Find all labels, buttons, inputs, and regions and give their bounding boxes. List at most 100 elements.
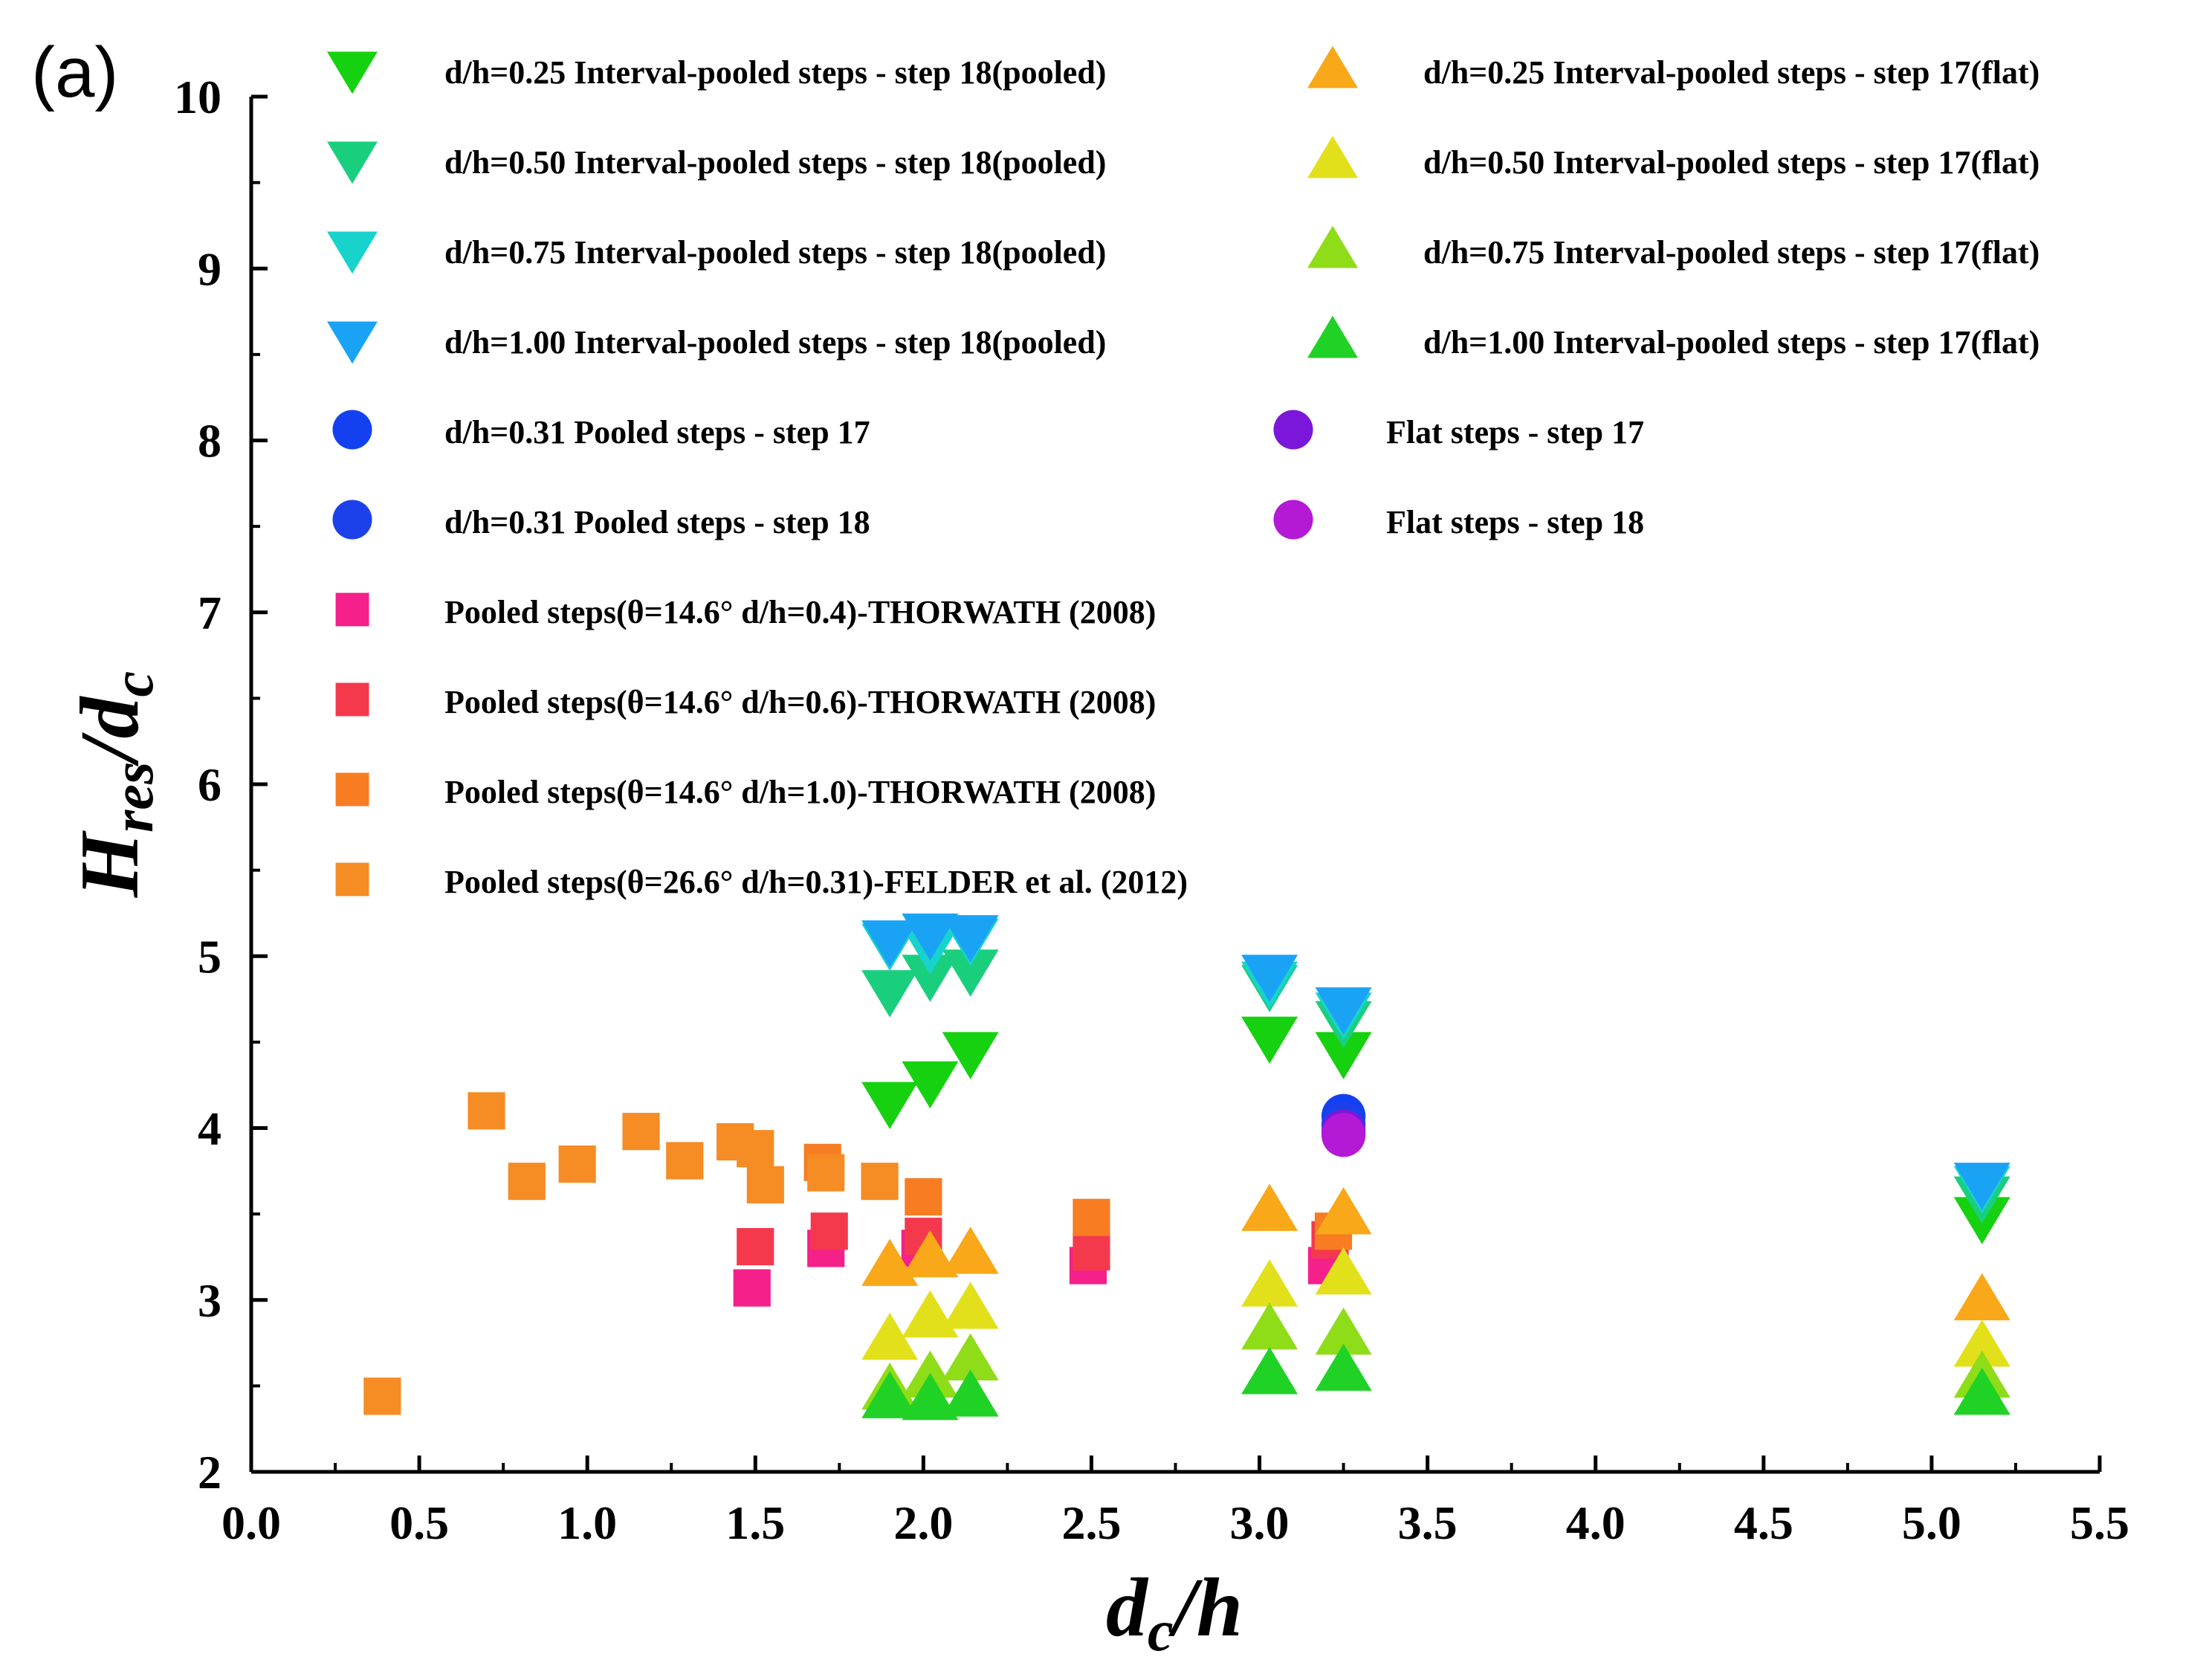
x-tick-label: 2.5: [1061, 1496, 1121, 1549]
legend-label: Pooled steps(θ=14.6° d/h=1.0)-THORWATH (…: [444, 774, 1156, 810]
x-tick-label: 5.5: [2070, 1496, 2129, 1549]
data-point: [902, 913, 959, 961]
legend-marker: [1273, 410, 1313, 450]
y-tick-label: 6: [198, 758, 221, 811]
x-tick-label: 4.5: [1734, 1496, 1793, 1549]
y-tick-label: 2: [198, 1446, 221, 1499]
data-point: [942, 1227, 999, 1274]
data-point: [1315, 1343, 1372, 1391]
data-point: [737, 1130, 774, 1168]
legend-label: d/h=1.00 Interval-pooled steps - step 18…: [444, 324, 1106, 361]
data-point: [902, 1290, 959, 1338]
legend-entry: d/h=0.31 Pooled steps - step 18: [332, 500, 870, 540]
legend-marker: [335, 682, 369, 717]
data-point: [1241, 1347, 1298, 1395]
x-tick-label: 0.0: [221, 1496, 281, 1549]
tick-labels: 0.0 0.5 1.0 1.5 2.0 2.5 3.0 3.5 4.0 4.5 5.0 5.5 2 3 4 5…: [174, 71, 2129, 1549]
legend-entry: d/h=0.75 Interval-pooled steps - step 17…: [1307, 225, 2039, 271]
legend-label: Flat steps - step 18: [1386, 504, 1644, 540]
data-point: [942, 1032, 999, 1079]
x-tick-label: 5.0: [1902, 1496, 1961, 1549]
legend-label: Pooled steps(θ=14.6° d/h=0.6)-THORWATH (…: [444, 684, 1156, 720]
legend-marker: [327, 51, 378, 94]
data-point: [942, 1369, 999, 1417]
legend-marker: [1307, 225, 1358, 268]
legend-marker: [1307, 315, 1358, 358]
x-tick-label: 0.5: [389, 1496, 449, 1549]
legend-marker: [1307, 135, 1358, 178]
data-point: [902, 1372, 959, 1421]
data-point: [737, 1227, 774, 1266]
data-point: [1953, 1163, 2010, 1210]
data-point: [1315, 1032, 1372, 1079]
legend-entry: d/h=0.50 Interval-pooled steps - step 17…: [1307, 135, 2039, 181]
data-point: [1315, 987, 1372, 1035]
legend-label: d/h=0.75 Interval-pooled steps - step 17…: [1423, 234, 2039, 271]
data-point: [1241, 1016, 1298, 1064]
data-point: [861, 1082, 919, 1129]
data-point: [558, 1145, 596, 1183]
x-tick-label: 3.0: [1230, 1496, 1290, 1549]
legend-marker: [327, 321, 378, 364]
legend-marker: [327, 231, 378, 274]
x-tick-label: 2.0: [893, 1496, 953, 1549]
y-tick-label: 4: [198, 1102, 221, 1155]
data-point: [1241, 1302, 1298, 1350]
data-point: [1315, 1307, 1372, 1355]
data-point: [1953, 1319, 2010, 1367]
legend-entry: d/h=1.00 Interval-pooled steps - step 18…: [327, 321, 1106, 364]
data-point: [746, 1166, 784, 1204]
legend-entry: d/h=0.75 Interval-pooled steps - step 18…: [327, 231, 1106, 274]
data-point: [807, 1154, 845, 1192]
legend-entry: Pooled steps(θ=14.6° d/h=0.6)-THORWATH (…: [335, 682, 1156, 720]
y-tick-label: 5: [198, 930, 221, 983]
legend-label: d/h=0.50 Interval-pooled steps - step 17…: [1423, 144, 2039, 181]
legend-entry: Pooled steps(θ=14.6° d/h=0.4)-THORWATH (…: [335, 592, 1156, 630]
x-tick-label: 3.5: [1398, 1496, 1458, 1549]
data-point: [1953, 1367, 2010, 1415]
legend-label: d/h=0.75 Interval-pooled steps - step 18…: [444, 234, 1106, 271]
legend-entry: d/h=1.00 Interval-pooled steps - step 17…: [1307, 315, 2039, 361]
legend-entry: d/h=0.25 Interval-pooled steps - step 17…: [1307, 45, 2039, 91]
legend-label: d/h=0.31 Pooled steps - step 17: [444, 414, 870, 450]
data-point: [861, 1371, 919, 1418]
data-point: [666, 1142, 704, 1180]
data-point: [1241, 954, 1298, 1002]
data-point: [942, 949, 999, 997]
data-point: [508, 1163, 546, 1201]
legend-marker: [327, 141, 378, 184]
legend-label: d/h=0.25 Interval-pooled steps - step 18…: [444, 54, 1106, 91]
legend-entry: d/h=0.25 Interval-pooled steps - step 18…: [327, 51, 1106, 94]
data-point: [861, 1312, 919, 1360]
x-tick-label: 1.5: [725, 1496, 785, 1549]
x-axis-label: dc/h: [1106, 1562, 1243, 1663]
data-point: [861, 920, 919, 968]
data-point: [622, 1113, 660, 1151]
x-tick-label: 4.0: [1566, 1496, 1625, 1549]
legend-entry: Pooled steps(θ=26.6° d/h=0.31)-FELDER et…: [335, 862, 1188, 900]
y-tick-label: 8: [198, 415, 221, 468]
data-point: [1315, 1187, 1372, 1235]
y-tick-label: 10: [174, 71, 221, 123]
legend-marker: [332, 410, 372, 450]
data-point: [905, 1177, 942, 1216]
data-point: [1321, 1113, 1366, 1157]
y-tick-label: 9: [198, 242, 221, 295]
legend-label: d/h=0.31 Pooled steps - step 18: [444, 504, 870, 540]
data-point: [861, 1163, 899, 1201]
data-point: [468, 1092, 505, 1130]
x-tick-label: 1.0: [557, 1496, 617, 1549]
data-point: [363, 1377, 401, 1415]
data-point: [1315, 1247, 1372, 1295]
legend-entry: Flat steps - step 17: [1273, 410, 1644, 450]
legend-entry: d/h=0.31 Pooled steps - step 17: [332, 410, 870, 450]
data-point: [942, 915, 999, 963]
data-point: [942, 1282, 999, 1329]
legend-label: d/h=0.25 Interval-pooled steps - step 17…: [1423, 54, 2039, 91]
legend-label: d/h=1.00 Interval-pooled steps - step 17…: [1423, 324, 2039, 361]
data-point: [942, 1333, 999, 1381]
data-point: [1241, 1259, 1298, 1307]
data-point: [902, 954, 959, 1002]
legend-marker: [335, 862, 369, 896]
legend-marker: [1273, 500, 1313, 540]
